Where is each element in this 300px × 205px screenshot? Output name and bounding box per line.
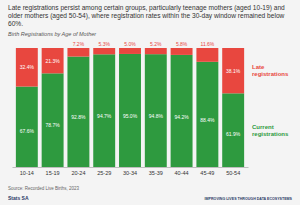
tick: 30-34 — [123, 167, 137, 176]
tick-label: 20-24 — [71, 170, 85, 176]
subtitle: Birth Registrations by Age of Mother — [8, 31, 97, 37]
data-label: 78.7% — [46, 122, 61, 128]
data-labels: 67.6% 78.7% 92.8% 94.7% 95.0% 94.8% 94.2% 88.4%… — [20, 41, 241, 137]
tick-label: 50-54 — [226, 170, 240, 176]
bar — [222, 48, 244, 93]
tick: 45-49 — [200, 167, 214, 176]
legend-label: Lateregistrations — [252, 64, 289, 77]
bar — [171, 55, 193, 167]
tick: 40-44 — [175, 167, 189, 176]
data-label: 5.3% — [99, 41, 111, 47]
x-axis: 10-14 15-19 20-24 25-29 30-34 35-39 40-44 45-49… — [13, 167, 249, 176]
data-label: 32.4% — [20, 64, 35, 70]
tick-label: 25-29 — [97, 170, 111, 176]
bar — [119, 48, 141, 54]
bar — [42, 73, 64, 167]
bar — [93, 54, 115, 167]
tick: 35-39 — [149, 167, 163, 176]
bars — [16, 48, 244, 167]
bar — [145, 48, 167, 54]
bar — [171, 48, 193, 55]
bar — [16, 87, 38, 167]
tick-label: 15-19 — [46, 170, 60, 176]
data-label: 94.8% — [149, 113, 164, 119]
tick: 10-14 — [20, 167, 34, 176]
data-label: 5.2% — [150, 41, 162, 47]
data-label: 5.8% — [176, 41, 188, 47]
plot: 67.6% 78.7% 92.8% 94.7% 95.0% 94.8% 94.2% 88.4%… — [13, 41, 249, 176]
tick-label: 10-14 — [20, 170, 34, 176]
data-label: 95.0% — [123, 113, 138, 119]
data-label: 7.2% — [73, 41, 85, 47]
tick-label: 30-34 — [123, 170, 137, 176]
bar — [196, 62, 218, 167]
data-label: 11.6% — [200, 41, 214, 47]
data-label: 94.2% — [174, 114, 189, 120]
tick: 15-19 — [46, 167, 60, 176]
data-label: 61.9% — [226, 131, 241, 137]
data-label: 67.6% — [20, 128, 35, 134]
data-label: 92.8% — [71, 114, 86, 120]
data-label: 94.7% — [97, 113, 112, 119]
data-label: 38.1% — [226, 68, 241, 74]
background — [0, 0, 300, 205]
bar — [222, 93, 244, 167]
bar — [119, 54, 141, 167]
footer: IMPROVING LIVES THROUGH DATA ECOSYSTEMS — [205, 197, 293, 201]
tick-label: 45-49 — [200, 170, 214, 176]
title: Late registrations persist among certain… — [8, 4, 285, 27]
data-label: 88.4% — [200, 117, 215, 123]
tick-label: 40-44 — [175, 170, 189, 176]
source: Source: Recorded Live Births, 2023 — [8, 186, 80, 191]
data-label: 21.3% — [46, 58, 61, 64]
bar — [196, 48, 218, 62]
bar — [145, 54, 167, 167]
tick: 25-29 — [97, 167, 111, 176]
legend-label: Currentregistrations — [252, 124, 289, 137]
axis-line — [13, 167, 249, 168]
data-label: 5.0% — [124, 41, 136, 47]
logo: Stats SA — [8, 195, 29, 201]
chart: Late registrations persist among certain… — [0, 0, 300, 205]
tick: 50-54 — [226, 167, 240, 176]
tick-label: 35-39 — [149, 170, 163, 176]
bar — [67, 48, 89, 57]
bar — [67, 57, 89, 167]
bar — [93, 48, 115, 54]
tick: 20-24 — [71, 167, 85, 176]
bar — [42, 48, 64, 73]
bar — [16, 48, 38, 87]
